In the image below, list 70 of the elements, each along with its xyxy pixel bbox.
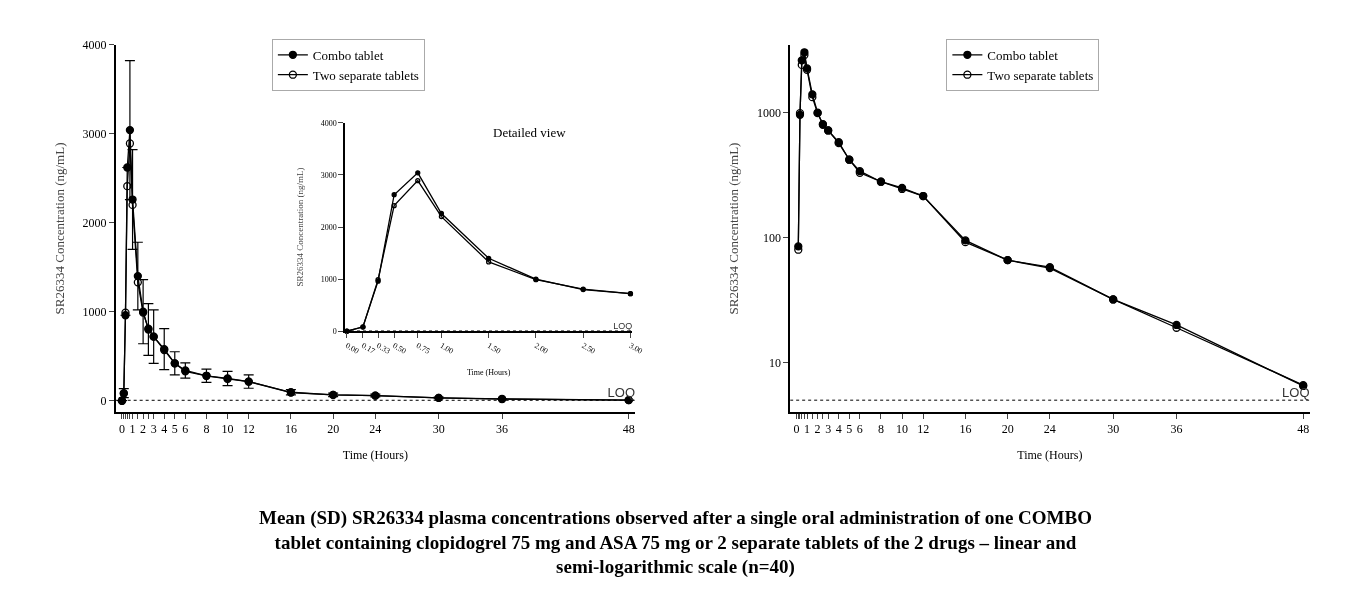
y-tick-label: 2000 (82, 215, 107, 230)
x-tick-label: 2.50 (580, 340, 597, 356)
x-tick-label: 16 (284, 422, 297, 437)
x-tick-label: 30 (1107, 422, 1120, 437)
x-tick-label: 3.00 (627, 340, 645, 356)
x-axis-title: Time (Hours) (342, 447, 408, 462)
chart-title: Detailed view (493, 125, 567, 140)
legend-label: Two separate tablets (312, 67, 419, 83)
x-tick-label: 4 (835, 422, 842, 437)
x-tick-label: 48 (622, 422, 635, 437)
y-axis-title: SR26334 Concentration (ng/mL) (295, 167, 306, 287)
x-tick-label: 20 (327, 422, 340, 437)
x-tick-label: 0.17 (359, 340, 377, 356)
x-tick-label: 0 (793, 422, 800, 437)
x-tick-label: 4 (161, 422, 168, 437)
text: Mean (SD) SR26334 plasma concentrations observed after a single oral administration of one COMBO tablet containing clopidogrel 75 mg and ASA 75 mg or 2 separate tablets of the 2 drugs – linear and semi-logarithmic scale (n=40) (259, 507, 1092, 579)
x-tick-label: 10 (221, 422, 234, 437)
x-axis-title: Time (Hours) (1017, 447, 1083, 462)
y-tick-label: 2000 (320, 222, 337, 232)
x-tick-label: 5 (171, 422, 178, 437)
x-tick-label: 12 (917, 422, 930, 437)
y-tick-label: 1000 (320, 274, 337, 284)
x-tick-label: 1.50 (485, 340, 503, 356)
x-tick-label: 6 (856, 422, 863, 437)
x-tick-label: 10 (896, 422, 909, 437)
legend-label: Combo tablet (987, 47, 1059, 63)
x-tick-label: 12 (242, 422, 255, 437)
x-tick-label: 1 (804, 422, 811, 437)
x-tick-label: 36 (496, 422, 509, 437)
y-axis-title: SR26334 Concentration (ng/mL) (51, 142, 67, 315)
x-tick-label: 0 (119, 422, 125, 437)
x-tick-label: 2 (814, 422, 821, 437)
x-tick-label: 2 (140, 422, 147, 437)
y-tick-label: 0 (100, 393, 107, 408)
y-tick-label: 0 (332, 327, 337, 337)
x-tick-label: 1 (129, 422, 136, 437)
x-tick-label: 30 (432, 422, 445, 437)
x-tick-label: 2.00 (532, 340, 550, 356)
y-tick-label: 4000 (320, 118, 337, 128)
x-tick-label: 36 (1170, 422, 1183, 437)
x-tick-label: 24 (1043, 422, 1056, 437)
x-tick-label: 8 (203, 422, 210, 437)
x-tick-label: 0.33 (375, 340, 392, 356)
x-tick-label: 3 (825, 422, 832, 437)
y-tick-label: 10 (769, 355, 782, 370)
x-tick-label: 5 (846, 422, 853, 437)
x-tick-label: 24 (369, 422, 382, 437)
x-tick-label: 1.00 (438, 340, 456, 356)
y-tick-label: 4000 (82, 37, 107, 52)
y-tick-label: 3000 (320, 170, 337, 180)
ref-line-label: LOQ (613, 320, 633, 331)
x-tick-label: 16 (959, 422, 972, 437)
x-tick-label: 0.00 (343, 340, 361, 356)
y-tick-label: 1000 (757, 105, 782, 120)
x-tick-label: 8 (877, 422, 884, 437)
x-tick-label: 0.50 (391, 340, 408, 356)
ref-line-label: LOQ (607, 385, 636, 401)
x-axis-title: Time (Hours) (466, 368, 511, 378)
ref-line-label: LOQ (1282, 384, 1310, 400)
x-tick-label: 0.75 (414, 340, 432, 356)
y-tick-label: 1000 (82, 304, 107, 319)
y-tick-label: 3000 (82, 126, 107, 141)
x-tick-label: 3 (150, 422, 157, 437)
legend-label: Combo tablet (312, 47, 384, 63)
x-tick-label: 48 (1297, 422, 1310, 437)
x-tick-label: 6 (182, 422, 189, 437)
x-tick-label: 20 (1001, 422, 1014, 437)
y-tick-label: 100 (763, 230, 782, 245)
legend-label: Two separate tablets (987, 67, 1094, 83)
y-axis-title: SR26334 Concentration (ng/mL) (726, 142, 742, 315)
